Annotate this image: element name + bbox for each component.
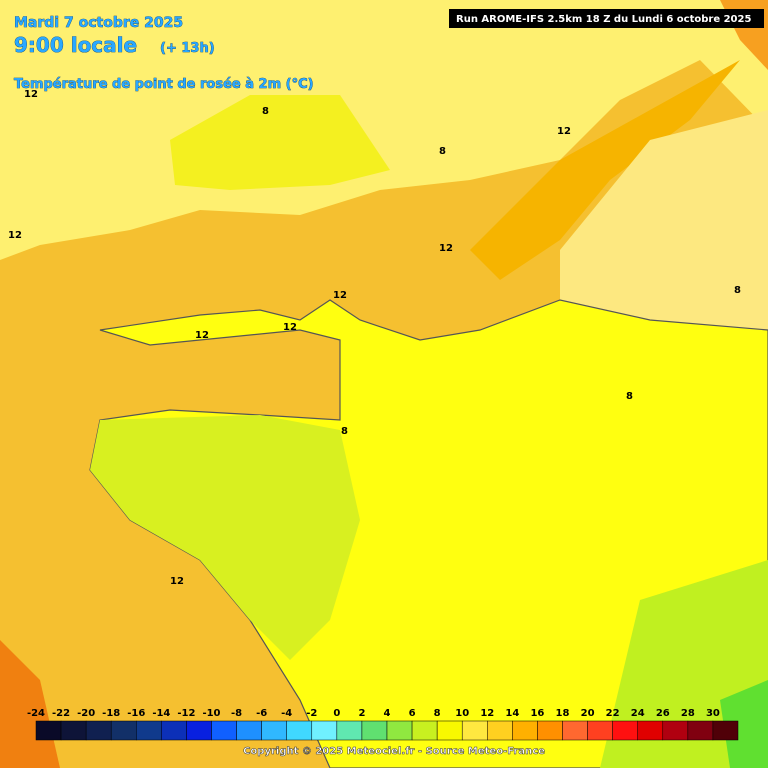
color-cell: [161, 720, 187, 741]
scale-label: 28: [681, 708, 695, 719]
scale-label: -18: [102, 708, 120, 719]
contour-label: 12: [170, 576, 184, 587]
scale-label: -4: [281, 708, 292, 719]
scale-label: -16: [127, 708, 145, 719]
scale-label: 14: [505, 708, 519, 719]
normandy-north: [560, 110, 768, 330]
copyright: Copyright © 2025 Meteociel.fr - Source M…: [243, 746, 545, 757]
scale-label: -24: [27, 708, 45, 719]
contour-label: 12: [24, 89, 38, 100]
contour-label: 12: [283, 322, 297, 333]
color-cell: [637, 720, 664, 741]
color-cell: [311, 720, 338, 741]
color-cell: [386, 720, 413, 741]
time: 9:00 locale: [14, 33, 137, 57]
scale-label: 0: [333, 708, 340, 719]
scale-label: 20: [581, 708, 595, 719]
color-cell: [487, 720, 513, 741]
contour-label: 8: [439, 146, 446, 157]
color-cell: [186, 720, 212, 741]
scale-label: 4: [384, 708, 391, 719]
color-scale: -24 -22 -20 -18 -16 -14 -12 -10 -8 -6 -4 -2 0 2 4 6 8 10 1…: [27, 708, 739, 741]
color-cell: [537, 720, 563, 741]
scale-label: 22: [606, 708, 620, 719]
scale-label: 2: [358, 708, 365, 719]
color-cell: [361, 720, 388, 741]
scale-label: 10: [455, 708, 469, 719]
scale-label: -20: [77, 708, 95, 719]
date: Mardi 7 octobre 2025: [14, 15, 183, 31]
lead-time: (+ 13h): [160, 41, 215, 56]
run-info: Run AROME-IFS 2.5km 18 Z du Lundi 6 octo…: [456, 14, 751, 25]
scale-label: 16: [530, 708, 544, 719]
scale-label: -10: [202, 708, 220, 719]
color-cell: [512, 720, 538, 741]
contour-label: 12: [439, 243, 453, 254]
contour-label: 8: [262, 106, 269, 117]
contour-labels: 12 12 12 8 12 12 12 12 8 8 12 8 8: [8, 89, 741, 587]
color-cell: [662, 720, 689, 741]
run-box: [449, 9, 764, 28]
scale-label: -22: [52, 708, 70, 719]
color-cell: [261, 720, 287, 741]
color-cell: [60, 720, 87, 741]
scale-label: -8: [231, 708, 242, 719]
color-cell: [587, 720, 613, 741]
color-cell: [562, 720, 588, 741]
contour-label: 8: [734, 285, 741, 296]
scale-label: -14: [152, 708, 170, 719]
scale-label: 30: [706, 708, 720, 719]
contour-label: 12: [557, 126, 571, 137]
green-patch: [720, 680, 768, 768]
land-patch: [170, 95, 390, 190]
parameter: Température de point de rosée à 2m (°C): [14, 77, 314, 92]
contour-label: 12: [195, 330, 209, 341]
color-cell: [336, 720, 363, 741]
channel-band: [470, 60, 740, 280]
color-cell: [461, 720, 488, 741]
color-cell: [411, 720, 438, 741]
scale-label: -12: [177, 708, 195, 719]
contour-label: 12: [8, 230, 22, 241]
color-cell: [612, 720, 638, 741]
england: [0, 0, 768, 260]
scale-label: 18: [556, 708, 570, 719]
color-cell: [35, 720, 62, 741]
scale-label: 26: [656, 708, 670, 719]
color-cell: [712, 720, 739, 741]
color-cell: [211, 720, 237, 741]
color-cell: [436, 720, 463, 741]
contour-label: 12: [333, 290, 347, 301]
brittany: [90, 415, 360, 660]
color-cell: [286, 720, 313, 741]
contour-label: 8: [341, 426, 348, 437]
color-cell: [136, 720, 162, 741]
color-cell: [110, 720, 137, 741]
color-cell: [85, 720, 112, 741]
scale-label: 6: [409, 708, 416, 719]
scale-label: -2: [306, 708, 317, 719]
contour-label: 8: [626, 391, 633, 402]
color-cell: [687, 720, 714, 741]
scale-label: 8: [434, 708, 441, 719]
scale-label: -6: [256, 708, 267, 719]
color-cell: [236, 720, 262, 741]
scale-label: 24: [631, 708, 645, 719]
scale-label: 12: [480, 708, 494, 719]
